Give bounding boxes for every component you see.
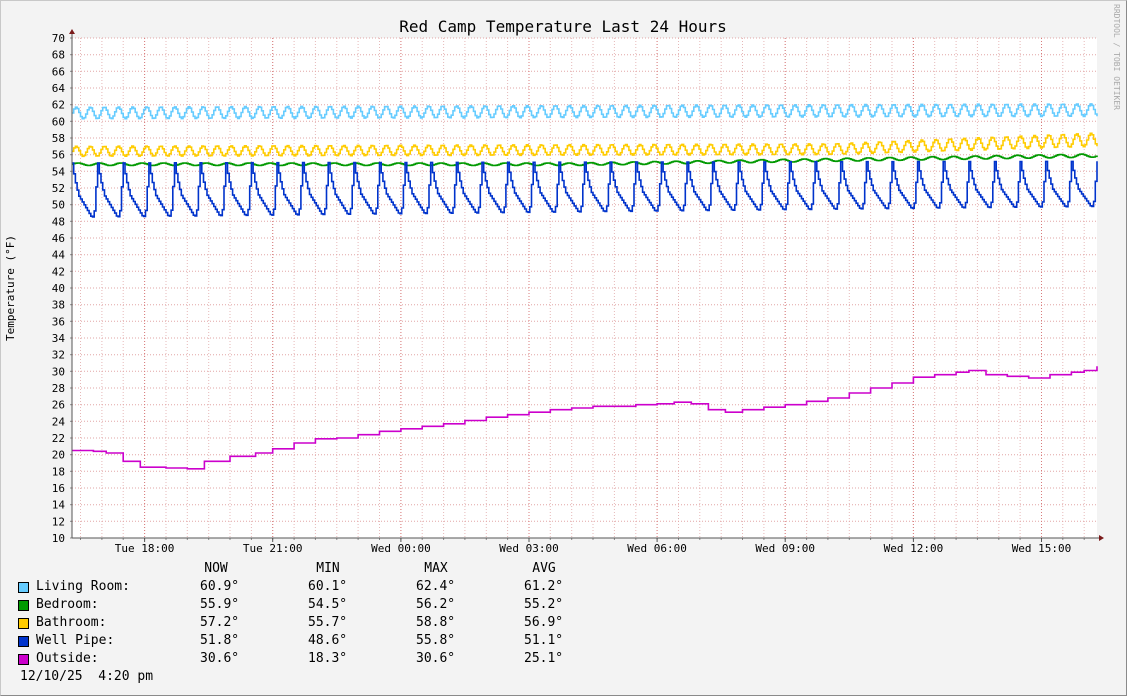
legend-now-value: 30.6°	[200, 651, 240, 666]
y-tick-label: 60	[52, 115, 65, 128]
y-tick-label: 22	[52, 432, 65, 445]
y-tick-label: 70	[52, 32, 65, 45]
series-line-living-room	[72, 103, 1098, 120]
legend-header-now: NOW	[204, 561, 228, 576]
y-tick-label: 32	[52, 349, 65, 362]
x-tick-label: Wed 15:00	[1012, 542, 1072, 555]
y-tick-label: 56	[52, 149, 65, 162]
legend-label: Well Pipe:	[36, 633, 115, 648]
y-tick-label: 42	[52, 265, 65, 278]
y-tick-label: 46	[52, 232, 65, 245]
legend-swatch-outside	[18, 654, 29, 665]
y-tick-label: 40	[52, 282, 65, 295]
y-tick-label: 44	[52, 249, 66, 262]
x-tick-label: Wed 03:00	[499, 542, 559, 555]
legend-label: Outside:	[36, 651, 99, 666]
legend-avg-value: 56.9°	[524, 615, 564, 630]
legend-row-outside: Outside: 30.6° 18.3° 30.6° 25.1°	[18, 650, 718, 668]
legend-max-value: 30.6°	[416, 651, 456, 666]
legend-header-avg: AVG	[532, 561, 556, 576]
y-tick-label: 26	[52, 399, 65, 412]
x-axis-arrow	[1099, 535, 1104, 541]
legend-swatch-well-pipe	[18, 636, 29, 647]
legend-swatch-living-room	[18, 582, 29, 593]
legend-header-max: MAX	[424, 561, 448, 576]
legend-max-value: 55.8°	[416, 633, 456, 648]
series-line-bedroom	[72, 153, 1098, 167]
y-tick-label: 16	[52, 482, 65, 495]
y-tick-label: 36	[52, 315, 65, 328]
legend-swatch-bathroom	[18, 618, 29, 629]
y-tick-label: 62	[52, 99, 65, 112]
y-tick-label: 30	[52, 365, 65, 378]
y-tick-label: 58	[52, 132, 65, 145]
legend-row-well-pipe: Well Pipe: 51.8° 48.6° 55.8° 51.1°	[18, 632, 718, 650]
x-tick-label: Wed 12:00	[884, 542, 944, 555]
legend-now-value: 55.9°	[200, 597, 240, 612]
y-tick-label: 20	[52, 449, 65, 462]
series-line-well-pipe	[72, 160, 1098, 218]
timestamp: 12/10/25 4:20 pm	[20, 669, 154, 684]
legend-now-value: 57.2°	[200, 615, 240, 630]
y-tick-label: 38	[52, 299, 65, 312]
y-tick-label: 24	[52, 415, 66, 428]
legend-min-value: 55.7°	[308, 615, 348, 630]
legend-avg-value: 55.2°	[524, 597, 564, 612]
legend-swatch-bedroom	[18, 600, 29, 611]
y-tick-label: 12	[52, 515, 65, 528]
y-tick-label: 52	[52, 182, 65, 195]
x-tick-label: Wed 09:00	[755, 542, 815, 555]
x-tick-label: Tue 21:00	[243, 542, 303, 555]
legend-now-value: 60.9°	[200, 579, 240, 594]
chart-title: Red Camp Temperature Last 24 Hours	[399, 17, 727, 36]
y-tick-label: 50	[52, 199, 65, 212]
y-tick-label: 64	[52, 82, 66, 95]
legend-min-value: 60.1°	[308, 579, 348, 594]
y-tick-label: 48	[52, 215, 65, 228]
plot-area	[72, 38, 1097, 538]
y-axis-arrow	[69, 29, 75, 34]
legend-now-value: 51.8°	[200, 633, 240, 648]
legend-avg-value: 25.1°	[524, 651, 564, 666]
legend-header-min: MIN	[316, 561, 340, 576]
legend-min-value: 54.5°	[308, 597, 348, 612]
y-axis-label: Temperature (°F)	[4, 235, 17, 341]
legend-avg-value: 61.2°	[524, 579, 564, 594]
legend-label: Bathroom:	[36, 615, 107, 630]
y-tick-label: 14	[52, 499, 66, 512]
y-tick-label: 54	[52, 165, 66, 178]
legend-max-value: 58.8°	[416, 615, 456, 630]
legend-row-living-room: Living Room: 60.9° 60.1° 62.4° 61.2°	[18, 578, 718, 596]
legend-min-value: 18.3°	[308, 651, 348, 666]
series-line-bathroom	[72, 132, 1098, 158]
legend-max-value: 56.2°	[416, 597, 456, 612]
y-tick-label: 18	[52, 465, 65, 478]
legend-label: Living Room:	[36, 579, 130, 594]
series-line-outside	[72, 366, 1098, 470]
y-tick-label: 10	[52, 532, 65, 545]
y-tick-label: 66	[52, 65, 65, 78]
legend-label: Bedroom:	[36, 597, 99, 612]
x-tick-label: Wed 00:00	[371, 542, 431, 555]
chart-plot: 10 12 14 16 18 20 22 24 26 28 30 32 34 36 38 40 42 44 46 48…	[4, 4, 1121, 555]
watermark: RRDTOOL / TOBI OETIKER	[1112, 4, 1121, 110]
legend-max-value: 62.4°	[416, 579, 456, 594]
legend-row-bedroom: Bedroom: 55.9° 54.5° 56.2° 55.2°	[18, 596, 718, 614]
y-tick-label: 28	[52, 382, 65, 395]
y-tick-label: 68	[52, 49, 65, 62]
x-tick-label: Wed 06:00	[627, 542, 687, 555]
y-tick-label: 34	[52, 332, 66, 345]
legend-min-value: 48.6°	[308, 633, 348, 648]
legend-avg-value: 51.1°	[524, 633, 564, 648]
legend-row-bathroom: Bathroom: 57.2° 55.7° 58.8° 56.9°	[18, 614, 718, 632]
x-tick-label: Tue 18:00	[115, 542, 175, 555]
